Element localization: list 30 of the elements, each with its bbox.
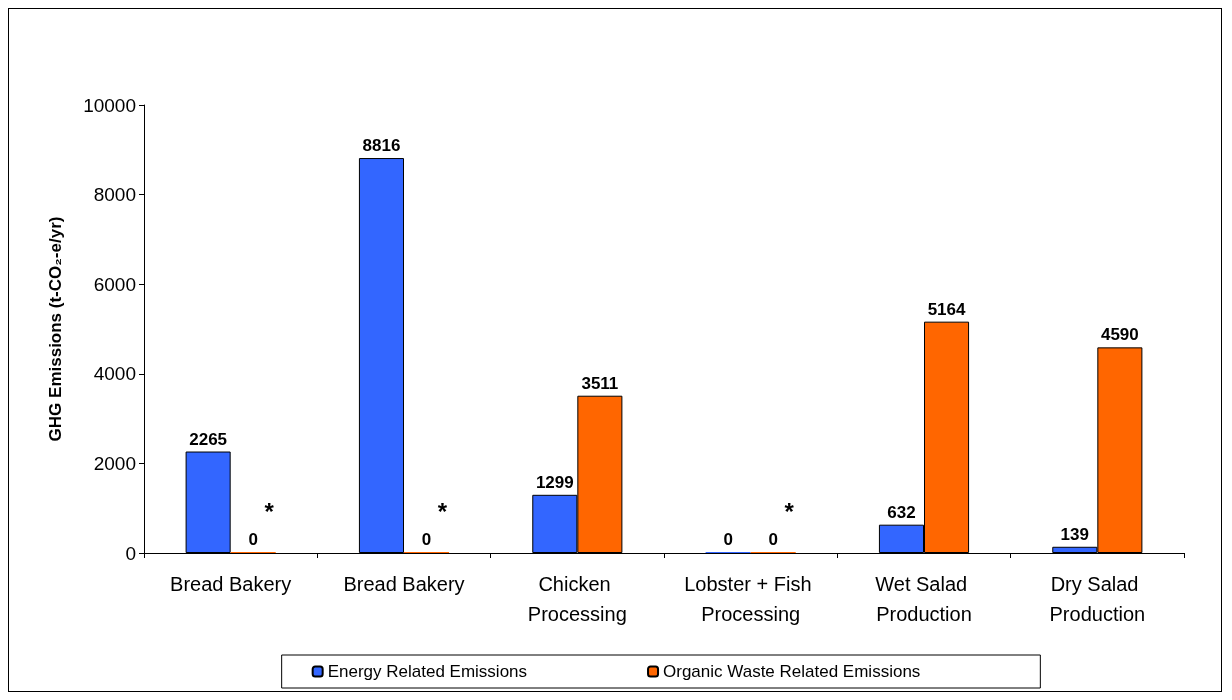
data-label: 0 — [421, 530, 432, 549]
data-label: 2265 — [189, 429, 228, 449]
y-tick-label: 0 — [125, 542, 136, 564]
y-axis-title: GHG Emissions (t-CO₂-e/yr) — [46, 216, 65, 442]
data-label: 8816 — [362, 136, 401, 156]
data-label: 1299 — [535, 472, 574, 492]
data-label: 139 — [1060, 524, 1089, 544]
y-tick-label: 10000 — [83, 94, 136, 116]
x-tick-label: Chicken Processing — [527, 573, 627, 625]
data-label: 3511 — [581, 373, 619, 393]
data-label: 5164 — [927, 299, 966, 319]
annotation: * — [264, 497, 275, 525]
legend-label: Energy Related Emissions — [327, 662, 528, 681]
data-label: 4590 — [1100, 325, 1139, 345]
annotation: * — [437, 497, 448, 525]
data-label: 0 — [723, 530, 733, 549]
annotation: * — [784, 497, 795, 525]
data-label: 632 — [887, 502, 916, 522]
x-tick-label: Bread Bakery — [343, 573, 465, 595]
y-tick-label: 4000 — [93, 363, 136, 385]
legend-label: Organic Waste Related Emissions — [663, 662, 921, 681]
x-tick-label: Bread Bakery — [170, 573, 292, 595]
y-tick-label: 8000 — [93, 184, 136, 206]
x-tick-label: Wet Salad Production — [875, 573, 973, 625]
x-tick-label: Dry Salad Production — [1049, 573, 1146, 625]
y-tick-label: 2000 — [93, 452, 136, 474]
y-tick-label: 6000 — [93, 273, 136, 295]
x-tick-label: Lobster + Fish Processing — [684, 573, 818, 625]
data-label: 0 — [768, 530, 778, 549]
data-label: 0 — [248, 530, 258, 549]
